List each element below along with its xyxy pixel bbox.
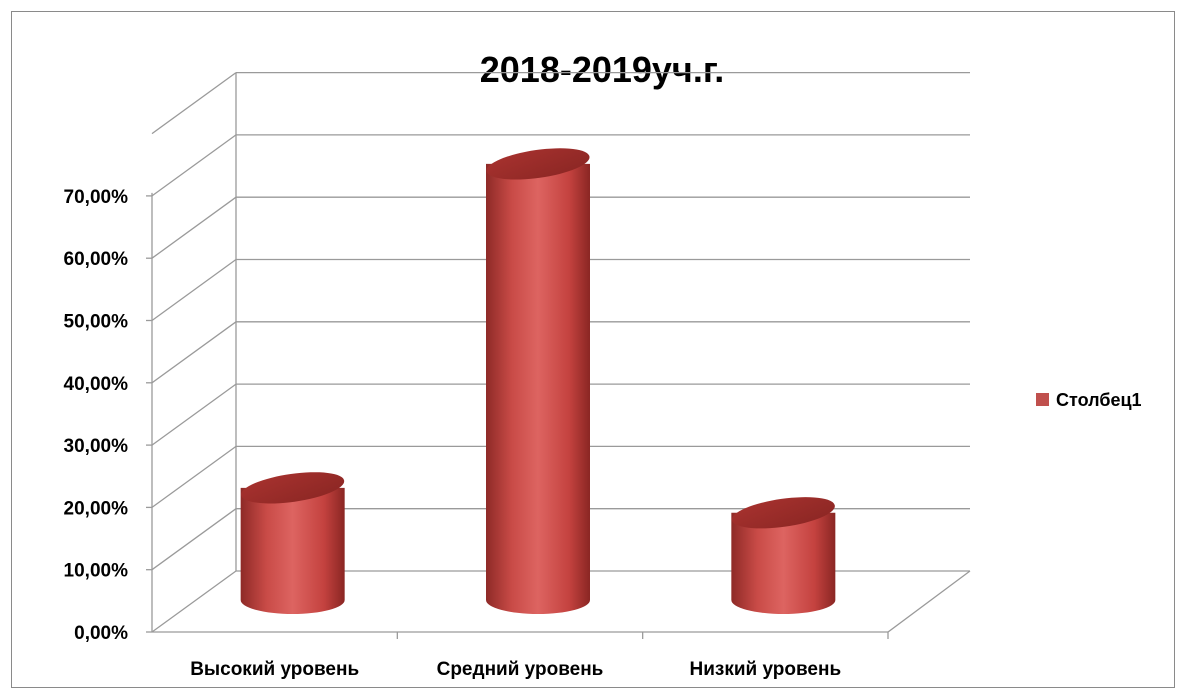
bar [731, 497, 836, 614]
gridline-side [151, 508, 237, 571]
chart-title: 2018-2019уч.г. [480, 49, 724, 90]
bar-top [731, 497, 835, 529]
bars [240, 148, 836, 614]
y-tick-label: 30,00% [64, 436, 129, 457]
y-tick-label: 10,00% [64, 561, 129, 582]
bar-top [241, 472, 345, 504]
bar-body [731, 512, 836, 614]
y-tick-label: 60,00% [64, 249, 129, 270]
gridline-side [151, 445, 237, 508]
legend: Столбец1 [1036, 390, 1142, 410]
x-category-label: Низкий уровень [689, 659, 841, 680]
gridline-side [151, 321, 237, 384]
y-tick-label: 0,00% [74, 623, 128, 644]
bar-body [486, 163, 590, 614]
bar-top [486, 148, 590, 180]
x-category-label: Высокий уровень [190, 659, 359, 680]
y-tick-label: 20,00% [64, 498, 129, 519]
bar [240, 472, 345, 614]
y-tick-label: 40,00% [64, 374, 129, 395]
gridline-side [151, 196, 237, 259]
gridline-side [151, 570, 237, 633]
floor-right-edge [887, 570, 971, 633]
chart-frame [11, 11, 1175, 688]
bar [486, 148, 590, 614]
chart-walls [151, 71, 971, 633]
y-tick-label: 50,00% [64, 312, 129, 333]
legend-label: Столбец1 [1056, 390, 1142, 410]
y-axis-ticks: 0,00% 10,00% 20,00% 30,00% 40,00% 50,00% 60,00… [64, 187, 152, 644]
y-tick-label: 70,00% [64, 187, 129, 208]
gridline-side [151, 72, 237, 135]
gridline-side [151, 134, 237, 197]
gridline-side [151, 383, 237, 446]
bar-body [240, 487, 345, 614]
legend-swatch [1036, 393, 1049, 406]
gridline-side [151, 258, 237, 322]
x-axis-categories: Высокий уровень Средний уровень Низкий уро… [190, 632, 889, 680]
x-category-label: Средний уровень [437, 659, 604, 680]
